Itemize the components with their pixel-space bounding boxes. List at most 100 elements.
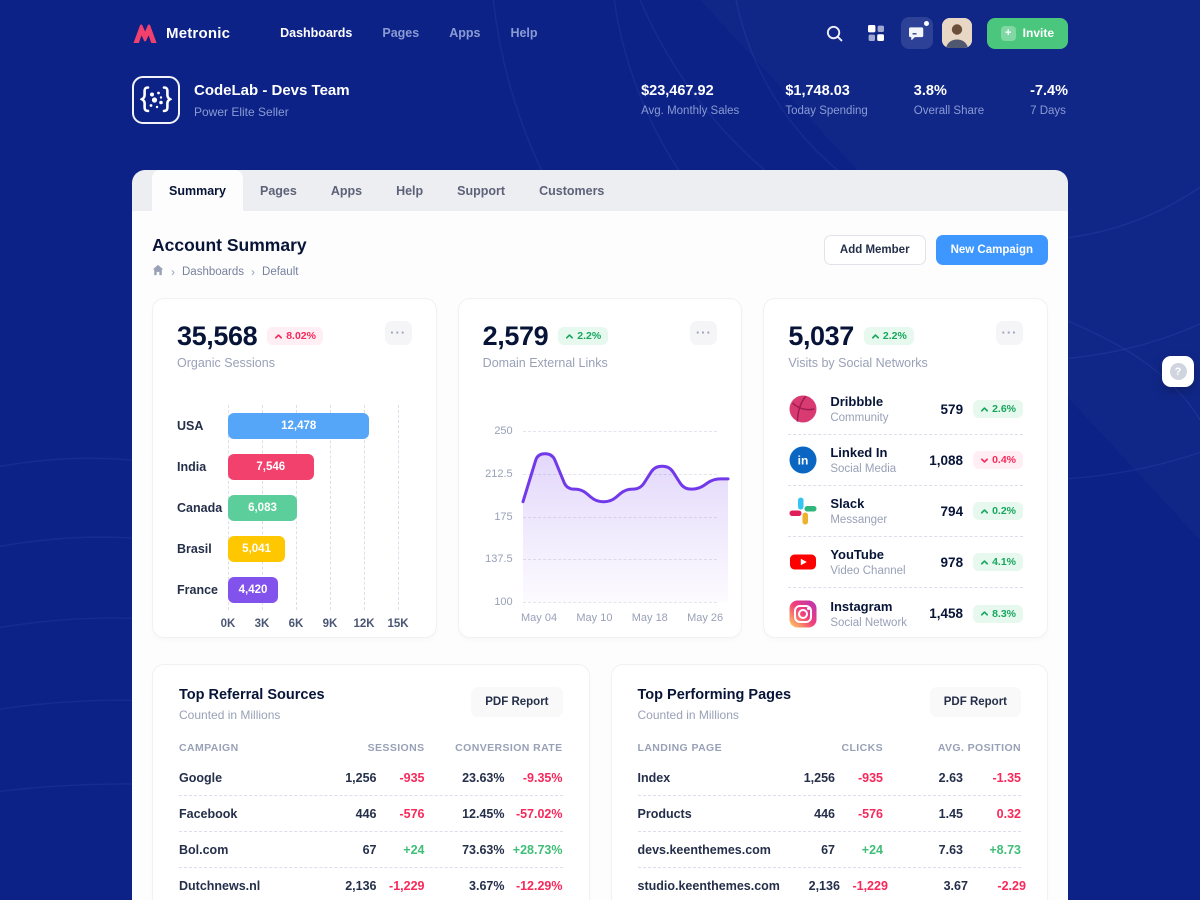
- tab-customers[interactable]: Customers: [539, 183, 605, 198]
- team-stat: $23,467.92 Avg. Monthly Sales: [641, 83, 739, 117]
- top-navbar: Metronic Dashboards Pages Apps Help + Invit…: [0, 0, 1200, 66]
- stat-value: 35,568: [177, 321, 258, 351]
- delta-badge: 2.2%: [558, 327, 609, 346]
- social-category: Social Network: [830, 616, 908, 629]
- social-name: Linked In: [830, 445, 888, 460]
- gridline: [364, 405, 365, 610]
- table-subtitle: Counted in Millions: [179, 708, 281, 722]
- row-delta: -935: [857, 770, 883, 785]
- row-delta: -1,229: [852, 878, 888, 893]
- bar-value-label: 12,478: [281, 419, 317, 432]
- y-tick-label: 250: [494, 425, 513, 437]
- x-tick-label: May 04: [521, 612, 558, 624]
- instagram-icon: [788, 599, 818, 629]
- team-stat-label: Overall Share: [913, 105, 985, 117]
- card-menu-button[interactable]: ···: [996, 321, 1024, 345]
- slack-icon: [788, 496, 818, 526]
- social-name: Dribbble: [830, 394, 884, 409]
- tab-pages[interactable]: Pages: [259, 183, 297, 198]
- social-name: Slack: [830, 496, 865, 511]
- row-value: 1,256: [345, 770, 377, 785]
- question-icon: ?: [1169, 363, 1187, 380]
- table-row-products: Products 446 -576 1.45 0.32: [637, 796, 1021, 832]
- apps-grid-icon[interactable]: [860, 17, 892, 49]
- social-row-dribbble[interactable]: Dribbble Community 579 2.6%: [788, 384, 1024, 435]
- invite-button[interactable]: + Invite: [986, 17, 1068, 49]
- x-tick-label: 9K: [322, 618, 338, 630]
- tab-support[interactable]: Support: [457, 183, 506, 198]
- search-icon[interactable]: [819, 17, 851, 49]
- stat-value: 5,037: [788, 321, 854, 351]
- team-subtitle: Power Elite Seller: [194, 104, 289, 119]
- nav-item-apps[interactable]: Apps: [449, 26, 481, 40]
- help-button[interactable]: ?: [1162, 356, 1194, 387]
- row-delta: +8.73: [989, 842, 1021, 857]
- team-identity: CodeLab - Devs Team Power Elite Seller: [132, 76, 350, 124]
- topbar-actions: + Invite: [819, 17, 1068, 49]
- tab-help[interactable]: Help: [396, 183, 424, 198]
- brand[interactable]: Metronic: [132, 23, 230, 44]
- up-arrow-icon: [871, 332, 880, 341]
- row-name: Dutchnews.nl: [179, 878, 261, 893]
- row-delta: -1.35: [992, 770, 1022, 785]
- bar-value-label: 7,546: [256, 460, 286, 473]
- stat-label: Organic Sessions: [177, 356, 275, 370]
- user-avatar[interactable]: [941, 18, 972, 48]
- notifications-icon[interactable]: [900, 17, 933, 49]
- social-row-linked-in[interactable]: in Linked In Social Media 1,088 0.4%: [788, 435, 1024, 486]
- panel-tabs: Summary Pages Apps Help Support Customers: [132, 170, 1068, 211]
- breadcrumb-item-default[interactable]: Default: [262, 265, 299, 278]
- tab-apps[interactable]: Apps: [330, 183, 363, 198]
- panel-content: Account Summary › Dashboards › Default Add …: [132, 211, 1068, 900]
- social-name: Instagram: [830, 598, 893, 614]
- row-delta: +24: [403, 842, 425, 857]
- table-row-dutchnews-nl: Dutchnews.nl 2,136 -1,229 3.67% -12.29%: [179, 868, 563, 900]
- table-card-top-performing-pages: Top Performing Pages Counted in Millions P…: [610, 664, 1048, 900]
- tab-summary[interactable]: Summary: [152, 170, 243, 211]
- column-header-sessions: SESSIONS: [367, 742, 425, 754]
- social-name: YouTube: [830, 547, 885, 562]
- pdf-report-button[interactable]: PDF Report: [471, 687, 563, 717]
- delta-badge: 0.2%: [973, 502, 1024, 520]
- add-member-button[interactable]: Add Member: [823, 235, 926, 265]
- row-name: Google: [179, 770, 223, 785]
- main-panel: Summary Pages Apps Help Support Customers Acc…: [132, 170, 1068, 900]
- card-menu-button[interactable]: ···: [690, 321, 718, 345]
- team-header: CodeLab - Devs Team Power Elite Seller $…: [132, 76, 1068, 124]
- table-row-studio-keenthemes-com: studio.keenthemes.com 2,136 -1,229 3.67 -2.2…: [638, 868, 1026, 900]
- delta-value: 2.2%: [577, 330, 602, 343]
- youtube-icon: [788, 547, 818, 577]
- social-row-youtube[interactable]: YouTube Video Channel 978 4.1%: [788, 537, 1024, 588]
- nav-item-pages[interactable]: Pages: [382, 26, 420, 40]
- row-value: 2,136: [808, 878, 840, 893]
- card-menu-button[interactable]: ···: [384, 321, 412, 345]
- nav-item-help[interactable]: Help: [510, 26, 538, 40]
- social-row-instagram[interactable]: Instagram Social Network 1,458 8.3%: [788, 588, 1024, 637]
- column-header-campaign: CAMPAIGN: [179, 742, 239, 754]
- social-row-slack[interactable]: Slack Messanger 794 0.2%: [788, 486, 1024, 537]
- new-campaign-button[interactable]: New Campaign: [935, 235, 1048, 265]
- breadcrumb-separator: ›: [251, 264, 256, 279]
- row-delta: +28.73%: [512, 842, 563, 857]
- row-name: Index: [637, 770, 671, 785]
- linkedin-icon: in: [788, 445, 818, 475]
- x-tick-label: 6K: [288, 618, 304, 630]
- row-value: 67: [821, 842, 835, 857]
- breadcrumb-item-dashboards[interactable]: Dashboards: [182, 265, 245, 278]
- delta-badge: 4.1%: [973, 553, 1024, 571]
- team-stat-value: $1,748.03: [785, 83, 850, 99]
- gridline: [398, 405, 399, 610]
- delta-value: 2.2%: [882, 330, 907, 343]
- column-header-landing-page: LANDING PAGE: [637, 742, 723, 754]
- nav-item-dashboards[interactable]: Dashboards: [280, 26, 353, 40]
- delta-badge: 8.3%: [973, 604, 1024, 623]
- pdf-report-button[interactable]: PDF Report: [929, 687, 1021, 717]
- row-delta: -9.35%: [522, 770, 563, 785]
- table-row-facebook: Facebook 446 -576 12.45% -57.02%: [179, 796, 563, 832]
- up-arrow-icon: [980, 558, 989, 567]
- table-row-google: Google 1,256 -935 23.63% -9.35%: [179, 760, 563, 796]
- bar-row-india: India 7,546: [177, 446, 412, 487]
- up-arrow-icon: [980, 405, 989, 414]
- bar-category-label: USA: [177, 418, 204, 433]
- bar-india: 7,546: [228, 453, 314, 480]
